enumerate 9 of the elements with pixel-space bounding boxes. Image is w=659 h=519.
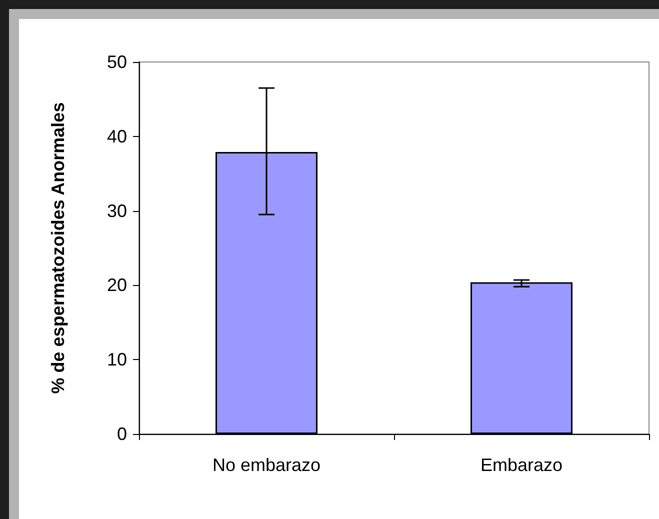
y-tick-label: 0 [116,424,127,444]
y-tick-label: 10 [106,350,127,370]
y-tick-label: 50 [106,52,127,72]
y-tick-label: 30 [106,200,127,221]
x-tick-label: No embarazo [212,455,321,475]
x-tick-label: Embarazo [480,455,563,475]
y-axis-title: % de espermatozoides Anormales [48,102,68,394]
y-tick-label: 20 [106,275,127,296]
y-tick-label: 40 [106,126,127,146]
